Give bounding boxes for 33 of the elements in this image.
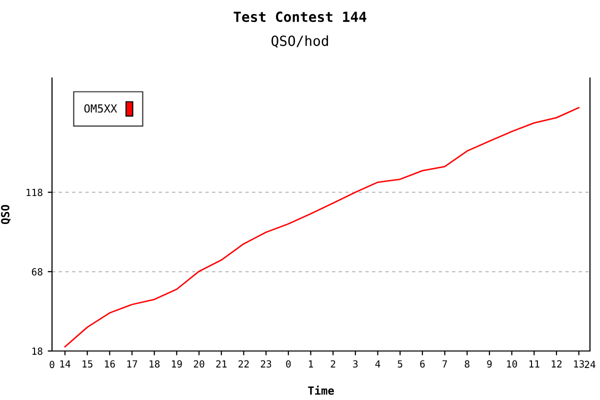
x-tick-label: 1 [308, 360, 313, 368]
x-tick-label: 22 [238, 360, 249, 368]
y-axis-title: QSO [0, 204, 11, 224]
x-tick-label: 4 [375, 360, 380, 368]
x-tick-label: 18 [150, 360, 160, 368]
x-tick-label: 5 [398, 360, 402, 368]
x-tick-label: 20 [194, 360, 204, 368]
y-tick-label: 118 [26, 188, 42, 196]
x-tick-label: 15 [82, 360, 92, 368]
x-tick-label: 17 [127, 360, 138, 368]
x-tick-label: 13 [574, 360, 584, 368]
x-tick-label: 12 [552, 360, 562, 368]
x-tick-label: 0 [286, 360, 291, 368]
x-tick-label: 10 [507, 360, 518, 368]
x-tick-label: 8 [464, 360, 470, 368]
x-tick-label: 19 [172, 360, 182, 368]
x-tick-label: 6 [420, 360, 425, 368]
x-tick-label: 23 [260, 360, 272, 368]
x-tick-label: 9 [487, 360, 492, 368]
text: 24 [584, 360, 596, 368]
x-tick-label: 21 [216, 360, 227, 368]
y-tick-label: 18 [32, 348, 42, 355]
x-tick-label: 14 [60, 360, 70, 368]
x-tick-label: 2 [330, 360, 336, 368]
x-tick-label: 16 [104, 360, 115, 368]
x-axis-title: Time [308, 386, 334, 395]
y-tick-label: 68 [32, 268, 42, 276]
legend-label: OM5XX [84, 104, 118, 113]
x-tick-label: 7 [442, 360, 447, 368]
x-tick-label: 11 [529, 360, 540, 368]
x-tick-label: 3 [353, 360, 358, 368]
chart-title: Test Contest 144 [234, 12, 366, 22]
chart-subtitle: QSO/hod [272, 35, 328, 48]
